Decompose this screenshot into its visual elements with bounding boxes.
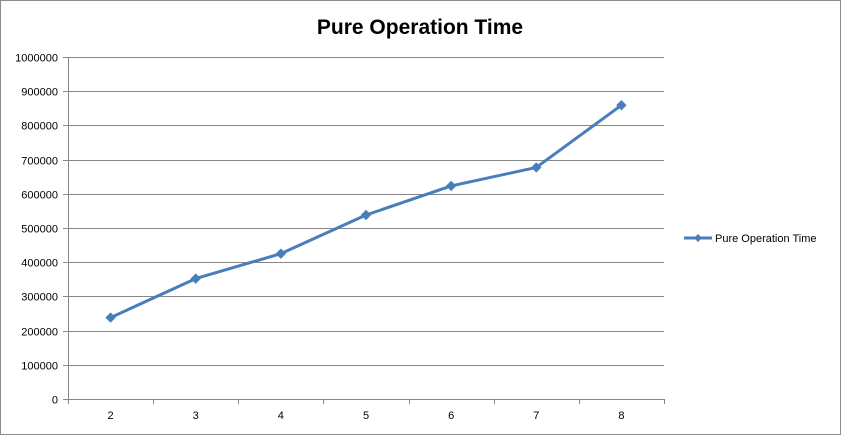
y-tick-label: 500000 [21, 224, 58, 236]
x-axis-ticks: 2 3 4 5 6 7 8 [108, 410, 625, 422]
axes [63, 57, 665, 404]
data-point-marker [190, 273, 201, 284]
x-tick-label: 7 [533, 410, 539, 422]
y-tick-label: 300000 [21, 292, 58, 304]
legend-entry-label: Pure Operation Time [715, 233, 817, 245]
series-group [105, 100, 627, 323]
data-point-marker [445, 180, 457, 192]
x-tick-label: 4 [278, 410, 284, 422]
x-tick-label: 8 [618, 410, 624, 422]
x-tick-label: 6 [448, 410, 454, 422]
data-point-marker [275, 248, 287, 259]
y-tick-label: 0 [52, 395, 58, 407]
x-tick-label: 5 [363, 410, 369, 422]
data-point-marker [616, 100, 627, 111]
y-tick-label: 600000 [21, 190, 58, 202]
data-point-marker [531, 162, 542, 173]
data-point-marker [360, 209, 372, 221]
y-tick-label: 100000 [21, 361, 58, 373]
data-point-marker [105, 312, 116, 323]
x-tick-label: 2 [108, 410, 114, 422]
y-tick-label: 200000 [21, 327, 58, 339]
legend: Pure Operation Time [684, 233, 817, 245]
y-tick-label: 800000 [21, 121, 58, 133]
y-tick-label: 900000 [21, 87, 58, 99]
x-tick-label: 3 [193, 410, 199, 422]
chart-title: Pure Operation Time [317, 16, 523, 39]
y-tick-label: 1000000 [15, 53, 58, 65]
y-axis-ticks: 0 100000 200000 300000 400000 500000 600000 700… [15, 53, 58, 407]
legend-marker-swatch [694, 234, 702, 242]
y-tick-label: 700000 [21, 156, 58, 168]
y-tick-label: 400000 [21, 258, 58, 270]
gridlines [68, 57, 664, 366]
